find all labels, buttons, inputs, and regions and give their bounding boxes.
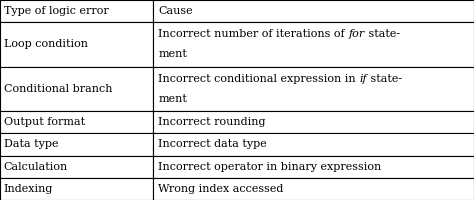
Text: Incorrect data type: Incorrect data type bbox=[158, 139, 267, 149]
Bar bbox=[0, 0, 153, 22]
Text: Incorrect number of iterations of: Incorrect number of iterations of bbox=[158, 29, 348, 39]
Bar bbox=[0, 22, 153, 67]
Bar bbox=[153, 133, 474, 156]
Text: if: if bbox=[359, 74, 367, 84]
Text: Conditional branch: Conditional branch bbox=[4, 84, 112, 94]
Text: state-: state- bbox=[367, 74, 402, 84]
Text: Incorrect operator in binary expression: Incorrect operator in binary expression bbox=[158, 162, 382, 172]
Bar bbox=[153, 67, 474, 111]
Text: Type of logic error: Type of logic error bbox=[4, 6, 109, 16]
Bar bbox=[153, 178, 474, 200]
Text: Output format: Output format bbox=[4, 117, 85, 127]
Text: Data type: Data type bbox=[4, 139, 58, 149]
Text: state-: state- bbox=[365, 29, 400, 39]
Text: Indexing: Indexing bbox=[4, 184, 53, 194]
Text: Cause: Cause bbox=[158, 6, 193, 16]
Bar bbox=[0, 156, 153, 178]
Bar bbox=[153, 156, 474, 178]
Bar bbox=[153, 111, 474, 133]
Text: Incorrect conditional expression in: Incorrect conditional expression in bbox=[158, 74, 359, 84]
Text: ment: ment bbox=[158, 94, 187, 104]
Text: Loop condition: Loop condition bbox=[4, 39, 88, 49]
Bar bbox=[153, 0, 474, 22]
Bar bbox=[0, 133, 153, 156]
Text: Calculation: Calculation bbox=[4, 162, 68, 172]
Bar bbox=[0, 111, 153, 133]
Bar bbox=[0, 178, 153, 200]
Text: ment: ment bbox=[158, 49, 187, 59]
Text: Incorrect rounding: Incorrect rounding bbox=[158, 117, 266, 127]
Text: for: for bbox=[348, 29, 365, 39]
Text: Wrong index accessed: Wrong index accessed bbox=[158, 184, 284, 194]
Bar bbox=[153, 22, 474, 67]
Bar bbox=[0, 67, 153, 111]
